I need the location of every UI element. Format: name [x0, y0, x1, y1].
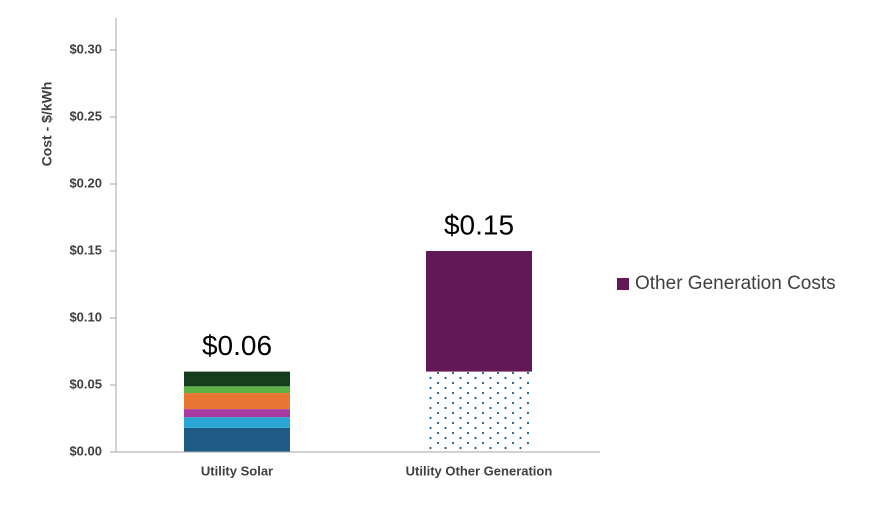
- y-axis: $0.00 $0.05 $0.10 $0.15 $0.20 $0.25 $0.30: [69, 41, 116, 458]
- bar-segment-2-2: [426, 251, 532, 372]
- total-label: $0.15: [444, 209, 514, 240]
- legend-swatch: [617, 278, 629, 290]
- legend-label: Other Generation Costs: [635, 273, 836, 294]
- x-tick-label: Utility Other Generation: [406, 463, 553, 478]
- bar-segment-1-2: [184, 417, 290, 428]
- bar-segment-1-4: [184, 393, 290, 410]
- bars: [184, 251, 532, 452]
- legend: Other Generation Costs: [617, 273, 836, 294]
- x-tick-label: Utility Solar: [201, 463, 273, 478]
- y-tick-label: $0.20: [69, 175, 102, 190]
- y-tick-label: $0.00: [69, 443, 102, 458]
- bar-segment-1-1: [184, 427, 290, 452]
- y-tick-label: $0.25: [69, 108, 102, 123]
- y-tick-label: $0.10: [69, 309, 102, 324]
- bar-segment-1-6: [184, 371, 290, 387]
- y-axis-label: Cost - $/kWh: [39, 82, 55, 167]
- y-tick-label: $0.05: [69, 376, 102, 391]
- bar-segment-1-3: [184, 409, 290, 418]
- x-axis: Utility Solar Utility Other Generation: [201, 463, 552, 478]
- total-labels: $0.06 $0.15: [202, 209, 514, 361]
- y-tick-label: $0.15: [69, 242, 102, 257]
- bar-segment-1-5: [184, 386, 290, 394]
- total-label: $0.06: [202, 330, 272, 361]
- y-tick-label: $0.30: [69, 41, 102, 56]
- axes: [115, 18, 600, 453]
- bar-segment-2-1: [426, 371, 532, 452]
